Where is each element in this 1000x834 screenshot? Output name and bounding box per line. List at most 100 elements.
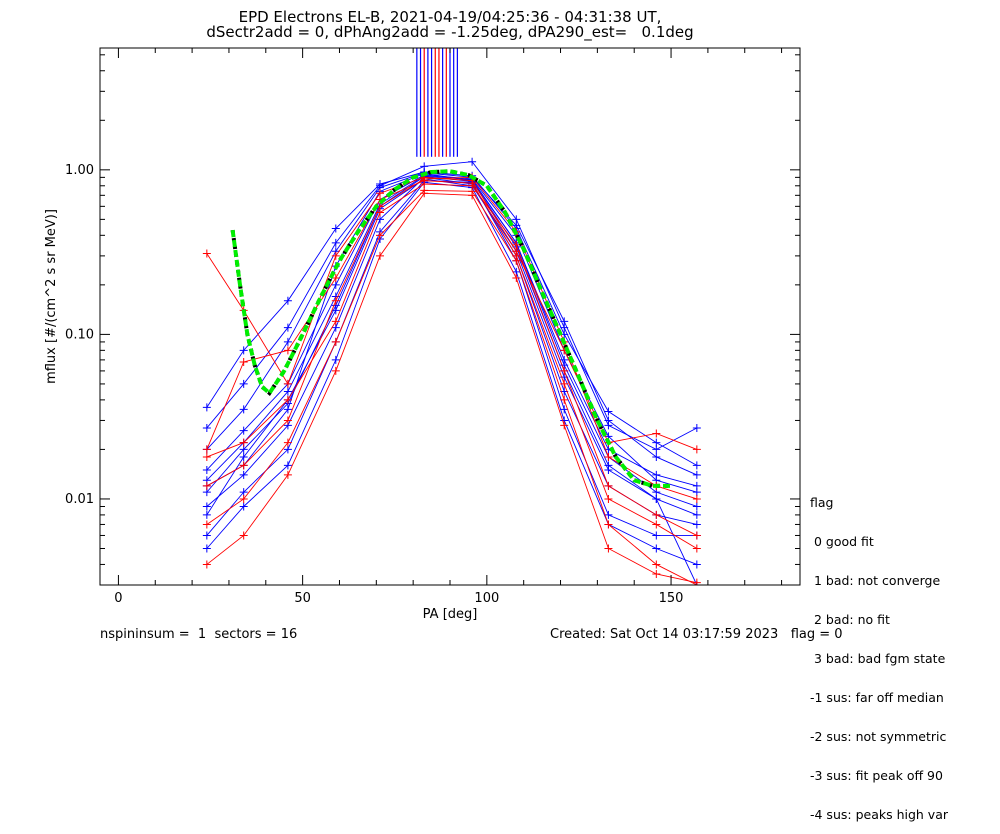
- series-point: [331, 366, 340, 375]
- series-point: [692, 470, 701, 479]
- series-point: [239, 357, 248, 366]
- x-tick-label: 50: [294, 591, 311, 606]
- series-point: [239, 531, 248, 540]
- series-point: [604, 494, 613, 503]
- series-point: [512, 274, 521, 283]
- series-point: [652, 531, 661, 540]
- series-point: [331, 238, 340, 247]
- series-point: [202, 403, 211, 412]
- series-point: [604, 520, 613, 529]
- series-point: [239, 379, 248, 388]
- y-tick-label: 0.10: [65, 327, 94, 342]
- series-line: [206, 161, 698, 450]
- series-point: [604, 407, 613, 416]
- series-point: [331, 280, 340, 289]
- series-point: [283, 379, 292, 388]
- series-point: [692, 461, 701, 470]
- series-point: [560, 323, 569, 332]
- series-line: [206, 173, 697, 487]
- series-point: [420, 162, 429, 171]
- series-line: [206, 176, 697, 500]
- series-point: [202, 531, 211, 540]
- series-point: [331, 337, 340, 346]
- x-axis-label: PA [deg]: [423, 607, 478, 622]
- series-point: [652, 452, 661, 461]
- series-point: [239, 426, 248, 435]
- legend-item: -3 sus: fit peak off 90: [810, 768, 943, 783]
- x-tick-label: 100: [474, 591, 499, 606]
- series-point: [692, 494, 701, 503]
- series-point: [239, 346, 248, 355]
- series-point: [604, 510, 613, 519]
- series-point: [560, 421, 569, 430]
- fit-curve-layer: [230, 169, 672, 488]
- series-point: [692, 423, 701, 432]
- series-point: [202, 445, 211, 454]
- series-point: [331, 317, 340, 326]
- series-point: [283, 438, 292, 447]
- series-point: [239, 488, 248, 497]
- chart-title-line-1: EPD Electrons EL-B, 2021-04-19/04:25:36 …: [238, 8, 662, 26]
- series-point: [604, 544, 613, 553]
- series-line: [206, 176, 698, 450]
- series-point: [468, 179, 477, 188]
- series-layer: [202, 157, 701, 585]
- series-point: [692, 510, 701, 519]
- series-point: [604, 452, 613, 461]
- y-tick-label: 1.00: [65, 163, 94, 178]
- series-point: [283, 387, 292, 396]
- legend-item: -2 sus: not symmetric: [810, 729, 947, 744]
- series-line: [206, 172, 698, 476]
- series-point: [202, 423, 211, 432]
- series-point: [560, 395, 569, 404]
- series-line: [206, 178, 698, 516]
- series-point: [239, 494, 248, 503]
- series-point: [202, 481, 211, 490]
- top-markers: [416, 48, 458, 157]
- x-tick-label: 0: [114, 591, 122, 606]
- series-point: [604, 461, 613, 470]
- series-point: [283, 445, 292, 454]
- series-point: [692, 502, 701, 511]
- series-point: [652, 520, 661, 529]
- series-line: [206, 171, 698, 466]
- series-point: [331, 274, 340, 283]
- series-point: [420, 189, 429, 198]
- series-point: [652, 494, 661, 503]
- series-line: [206, 176, 698, 585]
- series-point: [331, 251, 340, 260]
- series-point: [283, 461, 292, 470]
- series-line: [206, 180, 697, 536]
- series-point: [283, 416, 292, 425]
- series-point: [512, 251, 521, 260]
- series-point: [239, 438, 248, 447]
- x-tick-label: 150: [659, 591, 684, 606]
- fit-curve: [230, 169, 672, 488]
- legend-item: 0 good fit: [810, 534, 874, 549]
- legend-item: -1 sus: far off median: [810, 690, 944, 705]
- series-point: [652, 560, 661, 569]
- footer-spin-info: nspininsum = 1 sectors = 16: [100, 627, 298, 642]
- series-point: [202, 560, 211, 569]
- series-point: [376, 231, 384, 240]
- legend-item: 3 bad: bad fgm state: [810, 651, 946, 666]
- y-tick-label: 0.01: [65, 492, 94, 507]
- series-point: [283, 346, 292, 355]
- series-point: [652, 544, 661, 553]
- legend-item: -4 sus: peaks high var: [810, 807, 949, 822]
- series-line: [206, 189, 698, 585]
- series-point: [283, 296, 292, 305]
- series-point: [283, 470, 292, 479]
- series-point: [420, 176, 429, 185]
- series-point: [239, 452, 248, 461]
- series-point: [239, 405, 248, 414]
- series-point: [604, 421, 613, 430]
- series-point: [652, 429, 661, 438]
- series-line: [206, 174, 697, 493]
- series-point: [239, 445, 248, 454]
- series-point: [468, 191, 477, 200]
- series-point: [652, 569, 661, 578]
- series-point: [202, 520, 211, 529]
- series-point: [239, 502, 248, 511]
- series-point: [283, 395, 292, 404]
